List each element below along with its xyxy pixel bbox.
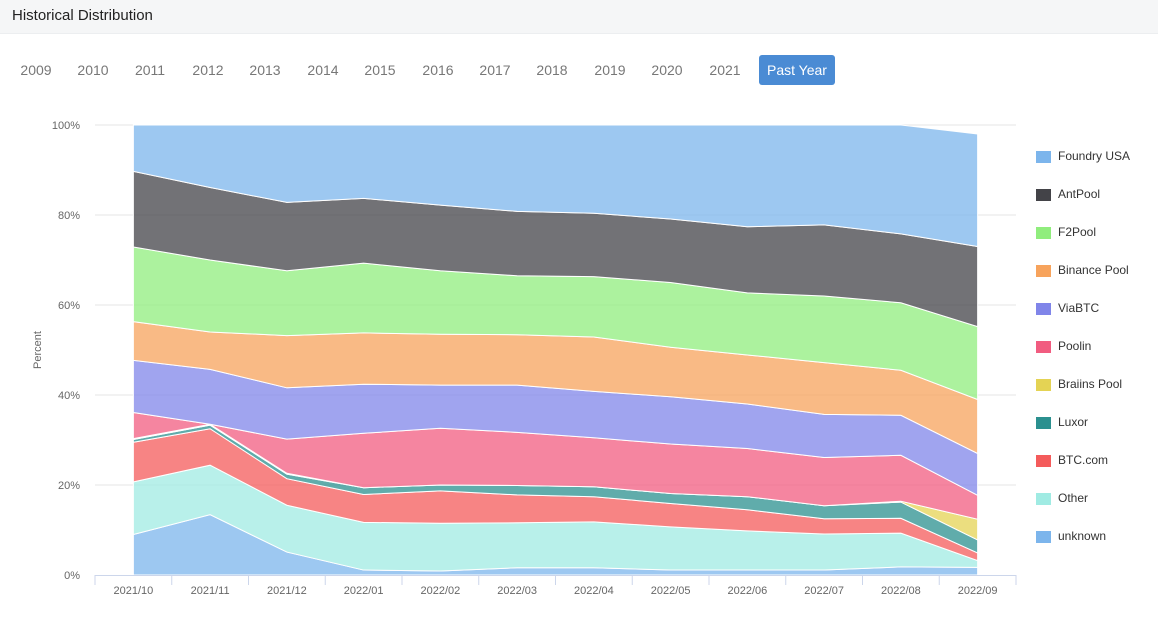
y-tick-label: 40%: [58, 390, 80, 402]
legend-swatch: [1036, 493, 1051, 505]
legend-swatch: [1036, 265, 1051, 277]
x-tick-label: 2022/02: [420, 585, 460, 597]
x-tick-label: 2022/05: [651, 585, 691, 597]
legend-swatch: [1036, 303, 1051, 315]
tab-2016[interactable]: 2016: [422, 62, 454, 78]
legend-label: Foundry USA: [1058, 149, 1131, 163]
x-tick-label: 2022/09: [958, 585, 998, 597]
legend-swatch: [1036, 379, 1051, 391]
distribution-area-chart: 0% 20% 40% 60% 80% 100% Percent 2021/10 2021/11 2…: [32, 120, 1017, 597]
tab-2014[interactable]: 2014: [307, 62, 339, 78]
legend-swatch: [1036, 531, 1051, 543]
tab-2019[interactable]: 2019: [594, 62, 626, 78]
x-tick-label: 2022/03: [497, 585, 537, 597]
legend-swatch: [1036, 227, 1051, 239]
y-tick-label: 80%: [58, 210, 80, 222]
tab-2020[interactable]: 2020: [651, 62, 683, 78]
x-tick-label: 2022/08: [881, 585, 921, 597]
legend-label: Binance Pool: [1058, 263, 1129, 277]
legend-label: ViaBTC: [1058, 301, 1100, 315]
legend-swatch: [1036, 151, 1051, 163]
x-tick-label: 2021/11: [191, 585, 230, 597]
tab-2015[interactable]: 2015: [364, 62, 396, 78]
page-title: Historical Distribution: [12, 7, 153, 24]
y-axis-title: Percent: [32, 331, 44, 369]
x-tick-label: 2022/01: [344, 585, 384, 597]
tab-2009[interactable]: 2009: [20, 62, 52, 78]
area-foundry-usa[interactable]: [132, 124, 979, 248]
tab-past-year[interactable]: Past Year: [759, 55, 835, 85]
tab-2012[interactable]: 2012: [192, 62, 224, 78]
legend-swatch: [1036, 417, 1051, 429]
tab-2018[interactable]: 2018: [536, 62, 568, 78]
y-tick-label: 100%: [52, 120, 80, 132]
tab-2013[interactable]: 2013: [249, 62, 281, 78]
x-tick-label: 2021/12: [267, 585, 307, 597]
legend-label: AntPool: [1058, 187, 1101, 201]
x-tick-label: 2022/07: [804, 585, 844, 597]
tab-2017[interactable]: 2017: [479, 62, 511, 78]
legend-label: Poolin: [1058, 339, 1092, 353]
tab-2010[interactable]: 2010: [77, 62, 109, 78]
y-tick-label: 0%: [64, 570, 80, 582]
x-tick-label: 2021/10: [113, 585, 153, 597]
legend-label: F2Pool: [1058, 225, 1097, 239]
y-tick-label: 20%: [58, 480, 80, 492]
header-bar: Historical Distribution: [0, 0, 1158, 34]
legend-swatch: [1036, 189, 1051, 201]
x-tick-label: 2022/06: [727, 585, 767, 597]
legend-label: BTC.com: [1058, 453, 1109, 467]
legend-label: Other: [1058, 491, 1089, 505]
y-tick-label: 60%: [58, 300, 80, 312]
tab-2011[interactable]: 2011: [134, 62, 166, 78]
legend-label: Luxor: [1058, 415, 1089, 429]
tab-2021[interactable]: 2021: [709, 62, 741, 78]
legend-label: unknown: [1058, 529, 1107, 543]
legend-label: Braiins Pool: [1058, 377, 1123, 391]
legend-swatch: [1036, 341, 1051, 353]
x-tick-label: 2022/04: [574, 585, 614, 597]
legend-swatch: [1036, 455, 1051, 467]
